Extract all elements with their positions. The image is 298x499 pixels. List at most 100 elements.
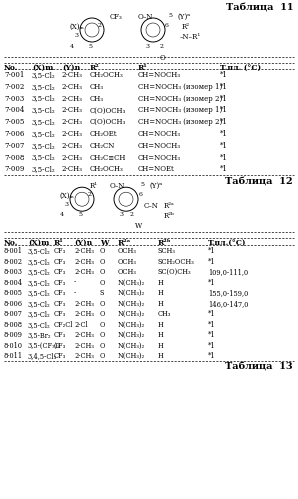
Text: No.: No.: [4, 64, 18, 72]
Text: 2-CH₃: 2-CH₃: [74, 300, 94, 308]
Text: 6: 6: [165, 23, 169, 28]
Text: 3,5-Br₂: 3,5-Br₂: [28, 331, 52, 339]
Text: R²ᵇ: R²ᵇ: [164, 212, 175, 220]
Text: R²: R²: [182, 23, 190, 31]
Text: 7-007: 7-007: [4, 142, 24, 150]
Text: CF₃: CF₃: [54, 331, 66, 339]
Text: 3: 3: [64, 202, 68, 207]
Text: CF₃: CF₃: [54, 342, 66, 350]
Text: *1: *1: [220, 154, 228, 162]
Text: 4: 4: [60, 212, 64, 217]
Text: 2-CH₃: 2-CH₃: [62, 83, 83, 91]
Text: H: H: [158, 289, 164, 297]
Text: CF₃: CF₃: [54, 352, 66, 360]
Text: 2-CH₃: 2-CH₃: [74, 342, 94, 350]
Text: OCH₃: OCH₃: [118, 257, 137, 265]
Text: (X)m: (X)m: [32, 64, 53, 72]
Text: CF₂Cl: CF₂Cl: [54, 321, 73, 329]
Text: O: O: [160, 54, 166, 62]
Text: 2-CH₃: 2-CH₃: [62, 130, 83, 138]
Text: 7-004: 7-004: [4, 106, 24, 114]
Text: 8-006: 8-006: [4, 300, 23, 308]
Text: 3,5-Cl₂: 3,5-Cl₂: [32, 106, 56, 114]
Text: 2-CH₃: 2-CH₃: [74, 268, 94, 276]
Text: W: W: [100, 239, 109, 247]
Text: 7-009: 7-009: [4, 165, 24, 173]
Text: 3: 3: [74, 33, 78, 38]
Text: *1: *1: [208, 331, 216, 339]
Text: CF₃: CF₃: [54, 268, 66, 276]
Text: 3: 3: [145, 44, 149, 49]
Text: N(CH₃)₂: N(CH₃)₂: [118, 331, 145, 339]
Text: 7-005: 7-005: [4, 118, 24, 126]
Text: 2: 2: [130, 212, 134, 217]
Text: CH=NOEt: CH=NOEt: [138, 165, 175, 173]
Text: H: H: [158, 352, 164, 360]
Text: R²ᵇ: R²ᵇ: [158, 239, 172, 247]
Text: CH₂OEt: CH₂OEt: [90, 130, 117, 138]
Text: CF₃: CF₃: [54, 289, 66, 297]
Text: 3,5-Cl₂: 3,5-Cl₂: [28, 247, 51, 255]
Text: –N–R¹: –N–R¹: [180, 33, 201, 41]
Text: 5: 5: [78, 212, 82, 217]
Text: R¹: R¹: [54, 239, 64, 247]
Text: C(O)OCH₃: C(O)OCH₃: [90, 118, 126, 126]
Text: 8-001: 8-001: [4, 247, 23, 255]
Text: 2-CH₃: 2-CH₃: [62, 95, 83, 103]
Text: CH=NOCH₃: CH=NOCH₃: [138, 154, 181, 162]
Text: 3,5-Cl₂: 3,5-Cl₂: [28, 310, 51, 318]
Text: CF₃: CF₃: [54, 300, 66, 308]
Text: 3: 3: [119, 212, 123, 217]
Text: CH₂OCH₃: CH₂OCH₃: [90, 165, 124, 173]
Text: (Y)ⁿ: (Y)ⁿ: [178, 13, 191, 21]
Text: *1: *1: [220, 95, 228, 103]
Text: SCH₂OCH₃: SCH₂OCH₃: [158, 257, 195, 265]
Text: R²ᵃ: R²ᵃ: [118, 239, 131, 247]
Text: 3,5-Cl₂: 3,5-Cl₂: [32, 130, 56, 138]
Text: 2: 2: [98, 23, 102, 28]
Text: 3,5-Cl₂: 3,5-Cl₂: [32, 95, 56, 103]
Text: 2-CH₃: 2-CH₃: [62, 118, 83, 126]
Text: SCH₃: SCH₃: [158, 247, 176, 255]
Text: 4: 4: [70, 44, 74, 49]
Text: O: O: [100, 352, 105, 360]
Text: CH₃: CH₃: [90, 95, 104, 103]
Text: CH₂CN: CH₂CN: [90, 142, 115, 150]
Text: 2-CH₃: 2-CH₃: [74, 257, 94, 265]
Text: (X)ₘ: (X)ₘ: [70, 23, 85, 31]
Text: *1: *1: [220, 142, 228, 150]
Text: CH=NOCH₃: CH=NOCH₃: [138, 142, 181, 150]
Text: C(O)OCH₃: C(O)OCH₃: [90, 106, 126, 114]
Text: *1: *1: [208, 247, 216, 255]
Text: O: O: [100, 268, 105, 276]
Text: 7-001: 7-001: [4, 71, 24, 79]
Text: W: W: [135, 222, 142, 230]
Text: CF₃: CF₃: [54, 279, 66, 287]
Text: Таблица  11: Таблица 11: [226, 3, 293, 12]
Text: O: O: [100, 247, 105, 255]
Text: No.: No.: [4, 239, 18, 247]
Text: *1: *1: [220, 118, 228, 126]
Text: 2-CH₃: 2-CH₃: [74, 247, 94, 255]
Text: 7-003: 7-003: [4, 95, 24, 103]
Text: 2: 2: [160, 44, 164, 49]
Text: C–N: C–N: [144, 202, 159, 210]
Text: *1: *1: [208, 352, 216, 360]
Text: 8-005: 8-005: [4, 289, 23, 297]
Text: 3,5-Cl₂: 3,5-Cl₂: [28, 257, 51, 265]
Text: 2-CH₃: 2-CH₃: [74, 352, 94, 360]
Text: 155,0-159,0: 155,0-159,0: [208, 289, 248, 297]
Text: 3,5-Cl₂: 3,5-Cl₂: [32, 142, 56, 150]
Text: 2-CH₃: 2-CH₃: [74, 310, 94, 318]
Text: (Y)n: (Y)n: [62, 64, 80, 72]
Text: 2-CH₃: 2-CH₃: [62, 106, 83, 114]
Text: N(CH₃)₂: N(CH₃)₂: [118, 342, 145, 350]
Text: 3,5-Cl₂: 3,5-Cl₂: [32, 71, 56, 79]
Text: 6: 6: [139, 192, 143, 197]
Text: N(CH₃)₂: N(CH₃)₂: [118, 279, 145, 287]
Text: S: S: [100, 289, 105, 297]
Text: O: O: [100, 279, 105, 287]
Text: 109,0-111,0: 109,0-111,0: [208, 268, 248, 276]
Text: 2-CH₃: 2-CH₃: [62, 165, 83, 173]
Text: H: H: [158, 321, 164, 329]
